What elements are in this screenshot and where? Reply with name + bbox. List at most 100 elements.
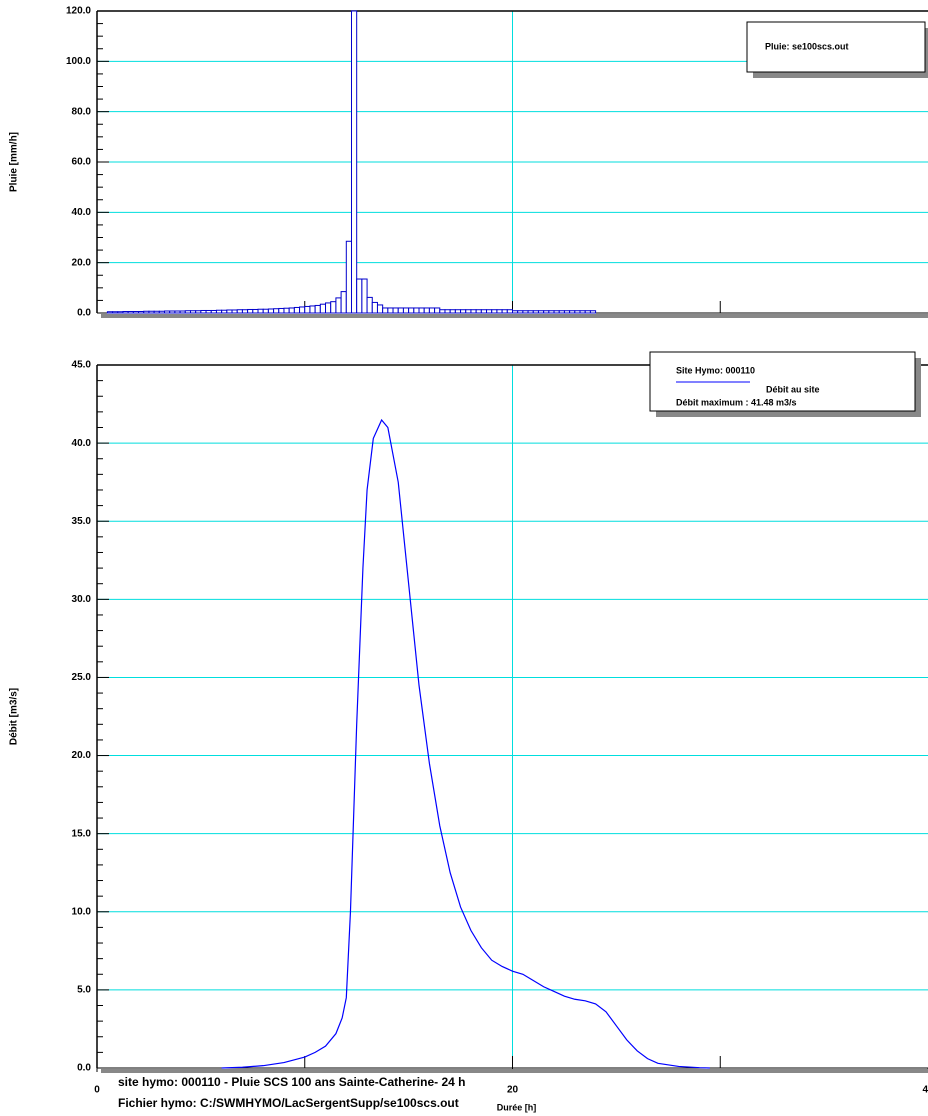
bar <box>314 304 321 314</box>
bar <box>584 310 591 314</box>
bar <box>319 303 327 314</box>
y-tick-label: 80.0 <box>72 106 92 117</box>
bar <box>387 307 394 314</box>
x-tick-label: 20 <box>507 1085 519 1096</box>
bar <box>543 310 550 314</box>
y-tick-label: 100.0 <box>66 56 91 67</box>
bar <box>506 309 513 314</box>
bar <box>475 309 482 314</box>
bar <box>148 310 155 314</box>
y-tick-label: 0.0 <box>77 308 91 319</box>
x-tick-label: 40 <box>922 1085 928 1096</box>
bar <box>522 310 529 314</box>
bar <box>158 310 166 314</box>
bar <box>205 309 212 314</box>
bar <box>418 307 425 314</box>
y-axis-label: Débit [m3/s] <box>9 688 20 745</box>
bar <box>273 308 280 314</box>
bar <box>293 306 301 314</box>
bar <box>512 310 519 314</box>
bar <box>122 310 129 314</box>
bar <box>304 305 311 314</box>
bar <box>423 307 430 314</box>
legend-label: Débit au site <box>766 384 820 394</box>
bar <box>309 305 316 314</box>
bar <box>397 307 404 314</box>
bar <box>579 310 586 314</box>
bar <box>558 310 565 314</box>
bar <box>153 310 160 314</box>
bar <box>215 309 223 314</box>
bar <box>486 309 493 314</box>
bar <box>143 310 150 314</box>
bar <box>169 310 176 314</box>
bar <box>112 311 119 314</box>
bar <box>189 310 197 314</box>
bar <box>537 310 545 314</box>
bar <box>356 278 363 314</box>
bar <box>340 291 347 314</box>
y-tick-label: 20.0 <box>72 257 92 268</box>
bar <box>231 309 238 314</box>
bar <box>335 297 342 314</box>
annotation: Débit maximum : 41.48 m3/s <box>676 397 797 407</box>
footer-line: site hymo: 000110 - Pluie SCS 100 ans Sa… <box>118 1075 465 1089</box>
y-tick-label: 120.0 <box>66 6 91 17</box>
bar <box>267 308 275 314</box>
line <box>221 418 710 1069</box>
y-tick-label: 15.0 <box>72 828 92 839</box>
bar <box>444 309 451 314</box>
bar <box>553 310 560 314</box>
bar <box>179 310 186 314</box>
y-tick-label: 40.0 <box>72 438 92 449</box>
bar <box>257 308 264 314</box>
bar <box>221 309 228 314</box>
bar <box>195 310 202 314</box>
bar <box>138 310 145 314</box>
bar <box>330 301 337 314</box>
legend-title: Site Hymo: 000110 <box>676 365 755 375</box>
bar <box>226 309 233 314</box>
bar <box>439 309 446 314</box>
bar <box>428 307 436 314</box>
bar <box>454 309 462 314</box>
bar <box>184 310 191 314</box>
bar <box>532 310 539 314</box>
bar <box>527 310 534 314</box>
bar <box>470 309 477 314</box>
bar <box>496 309 503 314</box>
bar <box>574 310 581 314</box>
bar <box>106 311 114 314</box>
y-tick-label: 60.0 <box>72 157 92 168</box>
bar <box>262 308 269 314</box>
bar <box>210 309 217 314</box>
bar <box>127 310 134 314</box>
x-tick-label: 0 <box>94 1085 100 1096</box>
y-tick-label: 20.0 <box>72 750 92 761</box>
y-tick-label: 10.0 <box>72 906 92 917</box>
bar <box>392 307 399 314</box>
bar <box>247 308 254 314</box>
bar <box>132 310 140 314</box>
bar <box>241 309 249 314</box>
bar <box>382 307 389 314</box>
bar <box>517 310 524 314</box>
bar <box>376 304 384 314</box>
x-axis-label: Durée [h] <box>497 1102 537 1112</box>
bar <box>252 308 259 314</box>
bar <box>465 309 472 314</box>
bar <box>480 309 488 314</box>
bar <box>200 309 207 314</box>
bar <box>563 310 571 314</box>
bar <box>366 296 373 314</box>
bar <box>299 306 306 314</box>
footer-line: Fichier hymo: C:/SWMHYMO/LacSergentSupp/… <box>118 1096 459 1110</box>
legend <box>746 21 926 73</box>
y-tick-label: 30.0 <box>72 594 92 605</box>
bar <box>501 309 508 314</box>
bar <box>325 302 332 314</box>
bar <box>569 310 576 314</box>
y-tick-label: 40.0 <box>72 207 92 218</box>
y-tick-label: 45.0 <box>72 360 92 371</box>
